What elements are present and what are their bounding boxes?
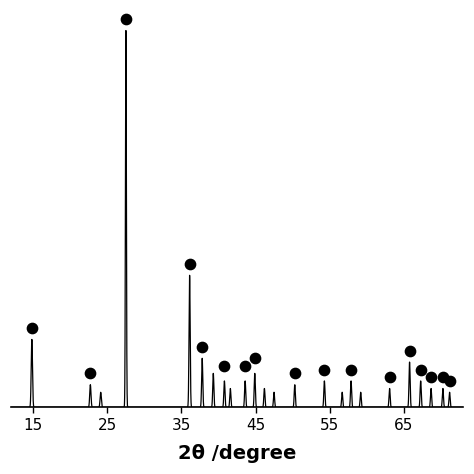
Point xyxy=(251,355,258,362)
Point xyxy=(320,366,328,374)
Point xyxy=(28,324,36,332)
Point xyxy=(347,366,355,374)
Point xyxy=(386,374,393,381)
Point xyxy=(241,362,249,370)
Point xyxy=(199,343,206,351)
Point xyxy=(446,377,453,385)
Point xyxy=(87,370,94,377)
Point xyxy=(122,15,130,22)
Point xyxy=(417,366,424,374)
Point xyxy=(291,370,299,377)
Point xyxy=(427,374,435,381)
X-axis label: 2θ /degree: 2θ /degree xyxy=(178,444,296,463)
Point xyxy=(406,347,413,355)
Point xyxy=(220,362,228,370)
Point xyxy=(186,260,193,268)
Point xyxy=(439,374,447,381)
